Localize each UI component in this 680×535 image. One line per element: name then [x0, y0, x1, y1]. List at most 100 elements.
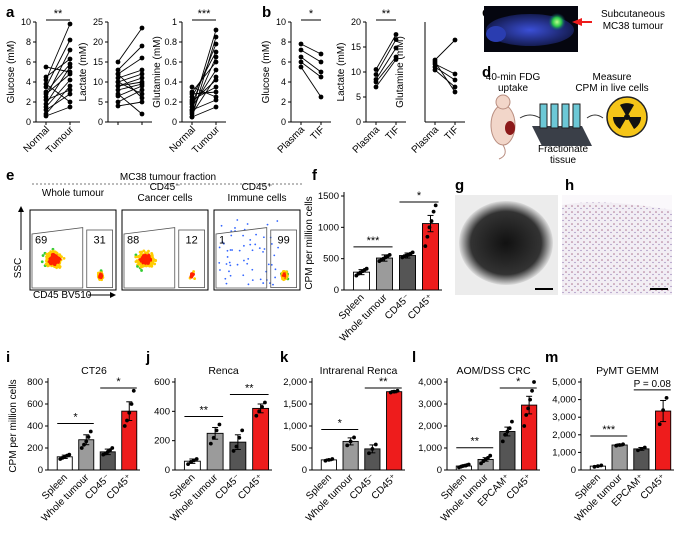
data-point [433, 203, 438, 208]
data-point [298, 41, 304, 47]
flow-event-dot [146, 256, 150, 260]
data-point [115, 83, 121, 89]
flow-event-dot [274, 268, 277, 271]
data-point [318, 74, 324, 80]
flow-event-dot [270, 243, 273, 245]
pair-line [191, 86, 217, 101]
panel-letter-d: d [482, 64, 491, 81]
data-point [532, 380, 536, 384]
panel-g-autoradiograph [455, 195, 558, 295]
flow-event-dot [145, 253, 149, 257]
flow-event-dot [51, 256, 55, 260]
data-point [129, 402, 134, 406]
x-tick-label: Tumour [44, 124, 76, 156]
pair-line [45, 58, 71, 78]
flow-gate-right-percent: 99 [278, 235, 290, 247]
pair-line [300, 61, 322, 78]
significance-label: ** [245, 383, 254, 395]
flow-event-dot [147, 249, 150, 253]
data-point [427, 225, 432, 230]
data-point [452, 71, 458, 77]
flow-event-dot [134, 253, 138, 257]
pair-line [434, 39, 456, 61]
y-tick-label: 0 [281, 117, 286, 127]
pair-line [117, 81, 143, 95]
y-tick-label: 600 [27, 399, 43, 410]
paired-chart-b3: Glutamine (mM) Plasma TIF [395, 22, 465, 156]
data-point [88, 429, 93, 434]
data-point [67, 47, 73, 53]
data-point [528, 397, 533, 402]
x-tick-label: TIF [309, 124, 327, 142]
y-tick-label: 0 [356, 117, 361, 127]
data-point [213, 27, 219, 33]
panel-e-header: MC38 tumour fraction [120, 172, 216, 183]
data-point [432, 67, 438, 73]
data-point [510, 419, 514, 424]
flow-event-dot [142, 261, 146, 264]
data-point [410, 250, 415, 255]
data-point [452, 77, 458, 83]
data-point [43, 107, 49, 113]
data-point [213, 59, 219, 65]
data-point [189, 97, 195, 103]
flow-event-dot [150, 255, 154, 259]
data-point [373, 72, 379, 77]
data-point [452, 89, 458, 95]
y-tick-label: 2 [281, 97, 286, 107]
pair-line [45, 66, 71, 73]
significance-label: * [309, 8, 314, 20]
data-point [257, 409, 262, 414]
x-tick-label: Plasma [410, 124, 442, 156]
flow-event-dot [270, 263, 273, 266]
chart-title: CT26 [81, 365, 107, 377]
pair-line [191, 56, 217, 113]
data-point [393, 37, 399, 42]
flow-event-dot [236, 263, 239, 266]
data-point [189, 460, 193, 464]
data-point [139, 25, 145, 31]
pair-line [45, 49, 71, 98]
panel-d-fractionate-text: Fractionate tissue [538, 144, 588, 166]
flow-event-dot [193, 277, 197, 281]
flow-event-dot [140, 256, 144, 260]
data-point [452, 37, 458, 43]
data-point [392, 389, 397, 394]
bar [422, 223, 440, 291]
data-point [139, 111, 145, 117]
data-point [67, 87, 73, 93]
flow-event-dot [153, 262, 157, 266]
panel-e-ylabel: SSC [13, 258, 24, 279]
flow-event-dot [242, 234, 245, 237]
data-point [115, 67, 121, 73]
flow-gate-left [31, 227, 84, 289]
pair-line [375, 59, 397, 88]
data-point [86, 435, 91, 439]
data-point [318, 94, 324, 100]
data-point [423, 244, 428, 249]
data-point [617, 443, 622, 447]
y-tick-label: 20 [351, 17, 361, 27]
significance-label: P = 0.08 [634, 379, 672, 390]
y-tick-label: 0.6 [164, 57, 177, 67]
y-tick-label: 1,000 [552, 447, 576, 458]
pair-line [45, 85, 71, 115]
data-point [240, 428, 245, 433]
flow-event-dot [247, 283, 250, 286]
flow-event-dot [134, 255, 138, 259]
pair-line [45, 83, 71, 103]
data-point [67, 71, 73, 77]
pair-line [45, 23, 71, 81]
flow-event-dot [62, 256, 66, 260]
data-point [213, 49, 219, 55]
significance-label: * [417, 190, 422, 202]
data-point [657, 422, 662, 427]
data-point [67, 37, 73, 43]
significance-label: * [73, 412, 78, 424]
data-point [115, 59, 121, 65]
data-point [189, 84, 195, 90]
data-point [139, 75, 145, 81]
data-point [139, 91, 145, 97]
chart-title: AOM/DSS CRC [456, 365, 531, 377]
